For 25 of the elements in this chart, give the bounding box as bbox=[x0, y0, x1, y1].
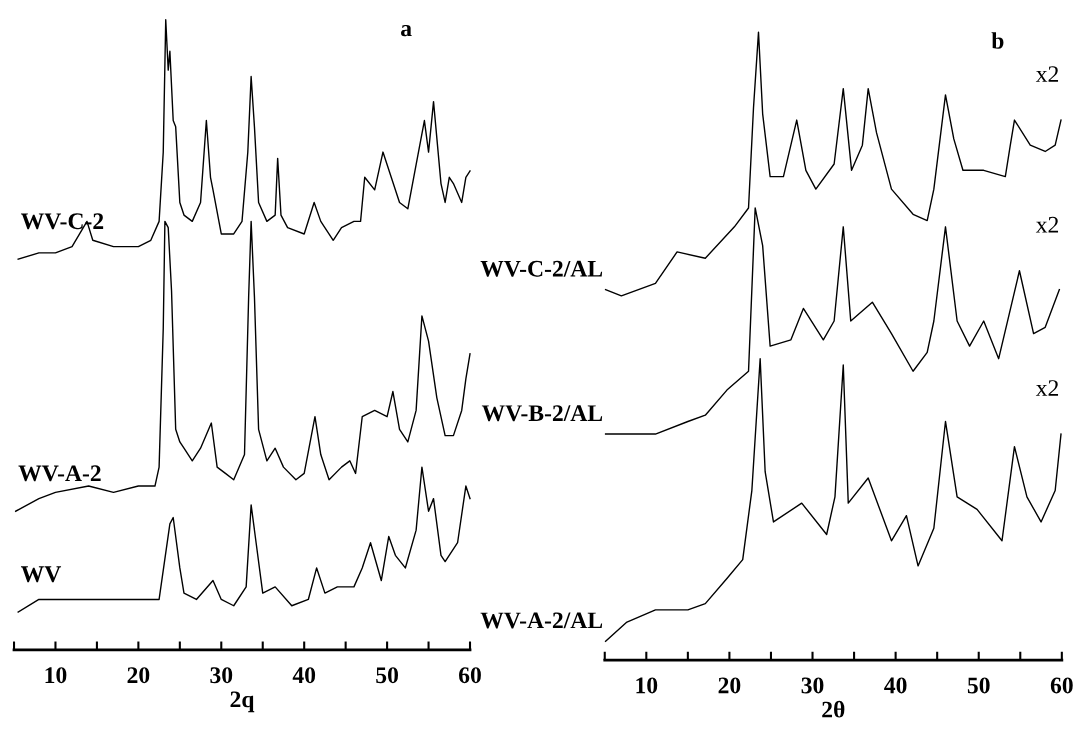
x-tick-label: 60 bbox=[1050, 677, 1073, 694]
x-tick-label: 10 bbox=[636, 677, 658, 694]
x-tick-label: 20 bbox=[718, 677, 741, 694]
series-label: WV-B-2/AL bbox=[481, 405, 603, 422]
x-tick-label: 20 bbox=[127, 667, 150, 684]
x-tick-label: 30 bbox=[210, 667, 233, 684]
chart-title: a bbox=[401, 25, 412, 37]
series-label: WV-C-2 bbox=[20, 213, 104, 230]
chart-title: b bbox=[991, 32, 1004, 49]
x-tick-label: 40 bbox=[292, 667, 316, 684]
annotation: x2 bbox=[1035, 216, 1059, 233]
x-tick-label: 50 bbox=[967, 677, 990, 694]
x-tick-label: 30 bbox=[801, 677, 824, 694]
x-axis-title: 2θ bbox=[822, 700, 845, 718]
series-label: WV-A-2/AL bbox=[480, 612, 603, 629]
x-tick-label: 60 bbox=[459, 667, 481, 684]
series-label: WV-A-2 bbox=[18, 465, 101, 482]
series-label: WV-C-2/AL bbox=[480, 260, 603, 277]
annotation: x2 bbox=[1035, 380, 1059, 396]
series-label: WV bbox=[20, 566, 62, 583]
x-tick-label: 50 bbox=[376, 667, 399, 684]
x-tick-label: 10 bbox=[45, 667, 67, 684]
x-tick-label: 40 bbox=[884, 677, 907, 694]
x-axis-title: 2q bbox=[230, 691, 255, 713]
annotation: x2 bbox=[1035, 66, 1059, 82]
